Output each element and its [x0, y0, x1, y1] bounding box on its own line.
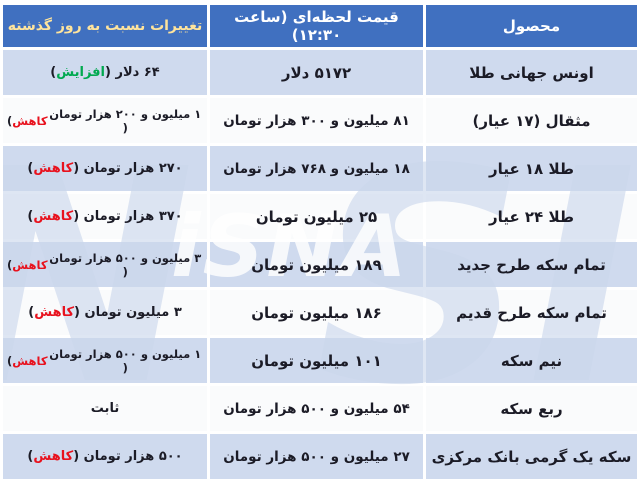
product-cell: نیم سکه [500, 351, 563, 370]
change-cell: ۵۰۰ هزار تومان (کاهش) [27, 449, 183, 464]
change-word: کاهش [12, 257, 48, 272]
change-cell: ثابت [90, 401, 120, 416]
change-cell: ۲۷۰ هزار تومان (کاهش) [27, 161, 183, 176]
price-cell: ۱۸ میلیون و ۷۶۸ هزار تومان [223, 160, 410, 177]
change-word: کاهش [12, 113, 48, 128]
price-cell: ۲۵ میلیون تومان [255, 207, 378, 226]
product-cell: طلا ۱۸ عیار [489, 159, 574, 178]
change-word: کاهش [33, 161, 74, 176]
change-cell: ۱ میلیون و ۲۰۰ هزار تومان (کاهش) [7, 106, 202, 135]
change-cell: ۶۴ دلار (افزایش) [50, 65, 160, 80]
price-cell: ۵۱۷۲ دلار [281, 63, 352, 82]
table-panel: ISNA iSNA محصول قیمت لحظه‌ای (ساعت ۱۲:۳۰… [3, 5, 637, 479]
header-change: تغییرات نسبت به روز گذشته [7, 18, 203, 34]
change-word: کاهش [33, 449, 74, 464]
price-cell: ۸۱ میلیون و ۳۰۰ هزار تومان [223, 112, 410, 129]
product-cell: سکه یک گرمی بانک مرکزی [431, 447, 632, 466]
change-cell: ۱ میلیون و ۵۰۰ هزار تومان (کاهش) [7, 346, 202, 375]
change-cell: ۳ میلیون و ۵۰۰ هزار تومان (کاهش) [7, 250, 202, 279]
change-cell: ۳ میلیون تومان (کاهش) [28, 305, 182, 320]
product-cell: طلا ۲۴ عیار [489, 207, 574, 226]
change-word: کاهش [12, 353, 48, 368]
price-cell: ۲۷ میلیون و ۵۰۰ هزار تومان [223, 448, 410, 465]
product-cell: اونس جهانی طلا [469, 63, 594, 82]
change-word: کاهش [34, 305, 75, 320]
price-cell: ۵۴ میلیون و ۵۰۰ هزار تومان [223, 400, 410, 417]
product-cell: مثقال (۱۷ عیار) [472, 111, 591, 130]
header-product: محصول [502, 17, 561, 35]
change-cell: ۳۷۰ هزار تومان (کاهش) [27, 209, 183, 224]
price-cell: ۱۸۶ میلیون تومان [251, 303, 382, 322]
header-price: قیمت لحظه‌ای (ساعت ۱۲:۳۰) [234, 8, 399, 44]
table-row-stripes [3, 5, 637, 479]
product-cell: تمام سکه طرح قدیم [456, 303, 607, 322]
price-table: محصول قیمت لحظه‌ای (ساعت ۱۲:۳۰) تغییرات … [3, 5, 637, 479]
product-cell: ربع سکه [500, 399, 563, 418]
price-cell: ۱۰۱ میلیون تومان [251, 351, 382, 370]
product-cell: تمام سکه طرح جدید [457, 255, 606, 274]
change-word: کاهش [33, 209, 74, 224]
price-cell: ۱۸۹ میلیون تومان [251, 255, 382, 274]
change-word: افزایش [56, 65, 106, 80]
